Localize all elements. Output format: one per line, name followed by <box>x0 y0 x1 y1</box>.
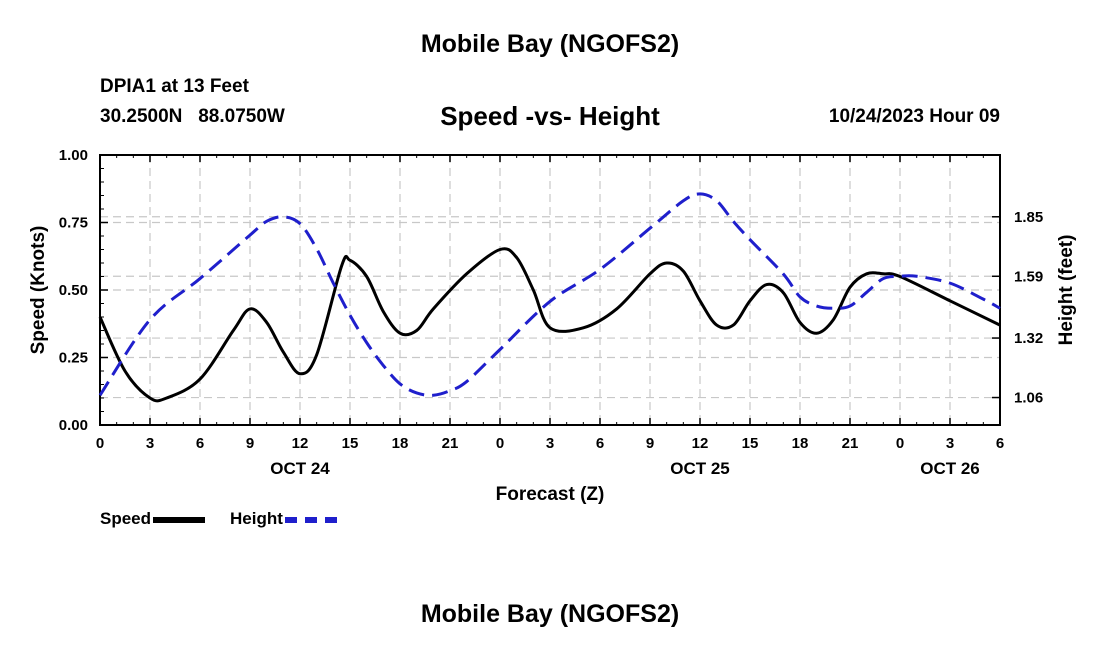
date-label: OCT 26 <box>920 459 980 478</box>
x-tick-label: 15 <box>742 435 759 452</box>
x-tick-label: 15 <box>342 435 359 452</box>
y-tick-label-right: 1.59 <box>1014 268 1043 285</box>
x-tick-label: 0 <box>896 435 904 452</box>
y-tick-label-left: 0.25 <box>59 350 88 367</box>
y-tick-label-right: 1.06 <box>1014 390 1043 407</box>
axis-labels: 0 3 6 9 12 15 18 21 0 3 6 9 12 15 18 21 0 3 6 0.00 0.25 0.50 0… <box>28 147 1077 505</box>
x-tick-label: 3 <box>146 435 154 452</box>
x-tick-label: 3 <box>546 435 554 452</box>
legend-speed: Speed <box>100 509 206 529</box>
y-tick-label-left: 0.00 <box>59 417 88 434</box>
x-tick-label: 12 <box>692 435 709 452</box>
y-axis-title-right: Height (feet) <box>1056 235 1077 346</box>
x-tick-label: 6 <box>596 435 604 452</box>
legend-height: Height <box>230 509 337 529</box>
y-tick-label-right: 1.85 <box>1014 209 1043 226</box>
x-tick-label: 0 <box>496 435 504 452</box>
x-tick-label: 21 <box>842 435 859 452</box>
forecast-datetime: 10/24/2023 Hour 09 <box>828 106 1000 127</box>
y-axis-title-left: Speed (Knots) <box>28 226 49 355</box>
x-tick-label: 21 <box>442 435 459 452</box>
chart-title: Mobile Bay (NGOFS2) <box>420 30 680 58</box>
chart-subtitle: Speed -vs- Height <box>440 101 660 131</box>
x-axis-title: Forecast (Z) <box>496 484 605 505</box>
grid-lines <box>100 155 1000 425</box>
axis-ticks <box>99 154 1001 426</box>
station-label: DPIA1 at 13 Feet <box>100 76 249 97</box>
series-line-height <box>98 192 1001 397</box>
legend-speed-swatch <box>153 516 206 523</box>
series-line-speed <box>98 247 1001 403</box>
coordinates-label: 30.2500N 88.0750W <box>100 106 285 127</box>
series-lines <box>98 192 1001 403</box>
x-tick-label: 9 <box>246 435 254 452</box>
legend-height-label: Height <box>230 509 283 528</box>
legend-height-swatch <box>284 516 337 523</box>
footer-title: Mobile Bay (NGOFS2) <box>420 600 680 628</box>
x-tick-label: 0 <box>96 435 104 452</box>
x-tick-label: 6 <box>996 435 1004 452</box>
x-tick-label: 18 <box>392 435 409 452</box>
date-label: OCT 24 <box>270 459 330 478</box>
legend-speed-label: Speed <box>100 509 152 528</box>
x-tick-label: 9 <box>646 435 654 452</box>
y-tick-label-left: 0.50 <box>59 282 88 299</box>
y-tick-label-left: 0.75 <box>59 215 88 232</box>
y-tick-label-right: 1.32 <box>1014 330 1043 347</box>
date-label: OCT 25 <box>670 459 730 478</box>
y-tick-label-left: 1.00 <box>59 147 88 164</box>
x-tick-label: 12 <box>292 435 309 452</box>
x-tick-label: 6 <box>196 435 204 452</box>
x-tick-label: 18 <box>792 435 809 452</box>
x-tick-label: 3 <box>946 435 954 452</box>
